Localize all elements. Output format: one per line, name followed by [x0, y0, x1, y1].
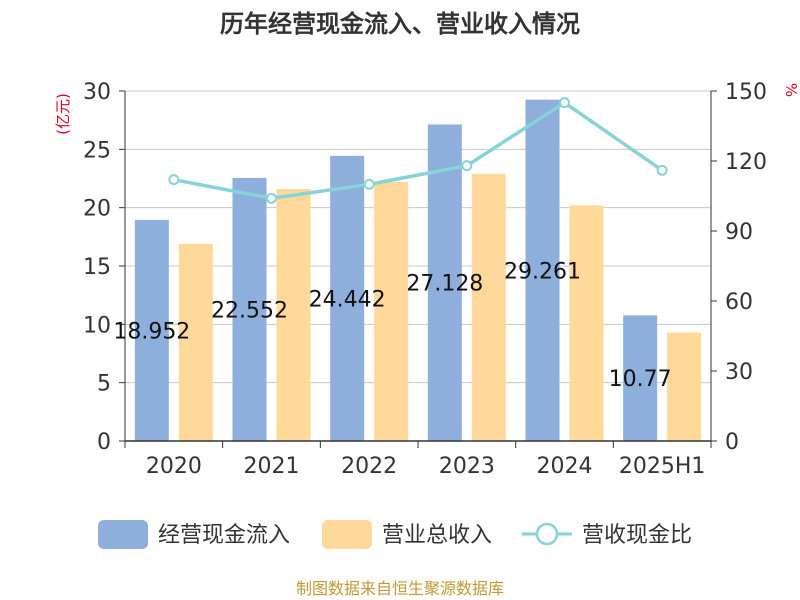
bar-cash-inflow: [623, 315, 658, 441]
y-right-tick-label: 150: [725, 80, 767, 105]
y-left-tick-label: 5: [97, 372, 111, 397]
bar-cash-inflow: [232, 177, 267, 441]
ratio-line: [168, 97, 668, 204]
bar-revenue: [471, 173, 506, 442]
ratio-point: [168, 174, 180, 186]
y-left-tick-label: 10: [83, 313, 111, 338]
legend-label: 经营现金流入: [158, 523, 290, 548]
y-left-tick-label: 0: [97, 430, 111, 455]
bar-revenue: [667, 332, 702, 441]
x-tick-label: 2020: [146, 454, 202, 479]
bar-cash-inflow: [134, 219, 169, 441]
data-label: 29.261: [504, 259, 581, 284]
data-label: 18.952: [113, 319, 190, 344]
legend-label: 营收现金比: [582, 523, 692, 548]
x-tick-label: 2022: [341, 454, 397, 479]
bar-revenue: [178, 243, 213, 441]
bar-cash-inflow: [427, 124, 462, 441]
y-left-tick-label: 30: [83, 80, 111, 105]
bars: [134, 99, 702, 442]
y-right-tick-label: 30: [725, 360, 753, 385]
legend: 经营现金流入 营业总收入 营收现金比: [98, 520, 692, 549]
ratio-point: [266, 192, 277, 204]
data-label: 24.442: [309, 287, 386, 312]
legend-swatch: [98, 520, 148, 549]
source-footer: 制图数据来自恒生聚源数据库: [296, 579, 504, 598]
x-tick-label: 2021: [244, 454, 300, 479]
y-right-tick-label: 90: [725, 220, 753, 245]
y-right-tick-label: 60: [725, 290, 753, 315]
data-label: 27.128: [406, 272, 483, 297]
legend-swatch: [322, 520, 372, 549]
y-left-tick-label: 15: [83, 255, 111, 280]
x-tick-label: 2023: [439, 454, 495, 479]
y-right-tick-label: 120: [725, 150, 767, 175]
data-label: 10.77: [609, 367, 672, 392]
grid: [125, 90, 711, 442]
bar-cash-inflow: [330, 155, 365, 441]
bar-revenue: [276, 189, 311, 441]
legend-marker: [535, 522, 559, 546]
bar-revenue: [374, 182, 409, 441]
ratio-point: [461, 160, 473, 172]
y-left-axis-label: (亿元): [54, 93, 72, 135]
x-tick-label: 2024: [537, 454, 593, 479]
bar-revenue: [569, 205, 604, 441]
bar-cash-inflow: [525, 99, 560, 441]
axes: 0 5 10 15 20 25 30 0 30 60 90 120 150 2020 2021 2022 202…: [83, 80, 767, 479]
legend-label: 营业总收入: [382, 523, 492, 548]
y-left-tick-label: 20: [83, 197, 111, 222]
data-label: 22.552: [211, 298, 288, 323]
y-right-tick-label: 0: [725, 430, 739, 455]
x-tick-label: 2025H1: [619, 454, 706, 479]
chart-title: 历年经营现金流入、营业收入情况: [220, 10, 580, 38]
ratio-point: [656, 164, 668, 176]
data-labels: 18.952 22.552 24.442 27.128 29.261 10.77: [113, 259, 671, 392]
ratio-line-path: [173, 100, 664, 201]
y-left-tick-label: 25: [83, 138, 111, 163]
y-right-axis-label: %: [782, 83, 800, 97]
ratio-point: [559, 97, 570, 109]
ratio-point: [363, 178, 375, 190]
